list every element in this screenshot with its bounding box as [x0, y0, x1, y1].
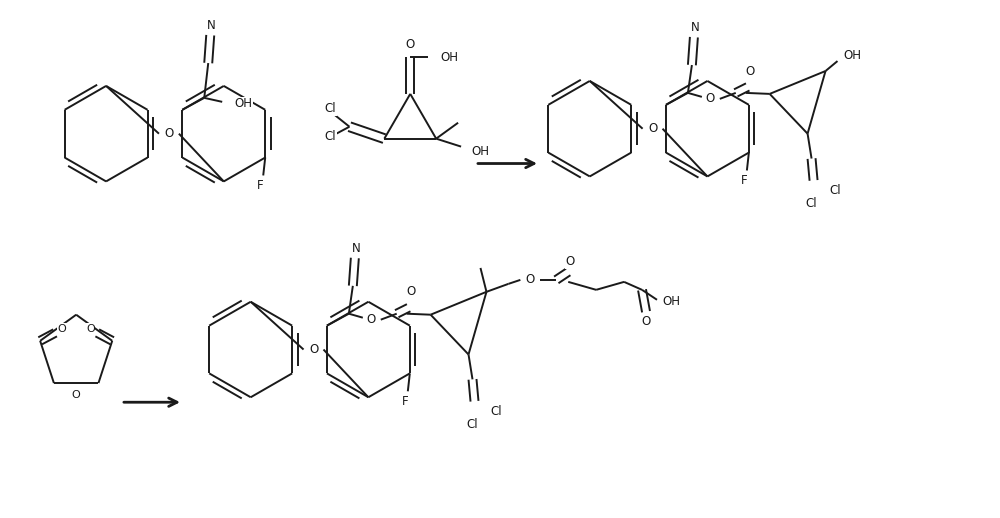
Text: F: F	[402, 395, 408, 408]
Text: O: O	[72, 390, 81, 400]
Text: Cl: Cl	[325, 130, 336, 143]
Text: O: O	[406, 285, 415, 298]
Text: O: O	[705, 92, 714, 105]
Text: O: O	[86, 324, 95, 334]
Text: O: O	[745, 65, 754, 78]
Text: OH: OH	[662, 295, 680, 308]
Text: N: N	[691, 21, 699, 34]
Text: OH: OH	[471, 145, 489, 158]
Text: O: O	[566, 255, 575, 268]
Text: O: O	[406, 38, 415, 51]
Text: Cl: Cl	[490, 405, 502, 418]
Text: OH: OH	[440, 51, 458, 64]
Text: O: O	[366, 313, 375, 326]
Text: O: O	[164, 127, 174, 140]
Text: N: N	[351, 241, 360, 254]
Text: OH: OH	[234, 97, 252, 110]
Text: O: O	[526, 274, 535, 286]
Text: Cl: Cl	[325, 103, 336, 116]
Text: Cl: Cl	[806, 197, 817, 210]
Text: Cl: Cl	[830, 184, 841, 197]
Text: F: F	[741, 174, 747, 187]
Text: OH: OH	[843, 49, 861, 62]
Text: O: O	[309, 343, 318, 356]
Text: F: F	[257, 179, 264, 192]
Text: Cl: Cl	[467, 418, 478, 430]
Text: O: O	[58, 324, 66, 334]
Text: O: O	[648, 122, 657, 135]
Text: N: N	[207, 19, 216, 32]
Text: O: O	[641, 315, 651, 328]
